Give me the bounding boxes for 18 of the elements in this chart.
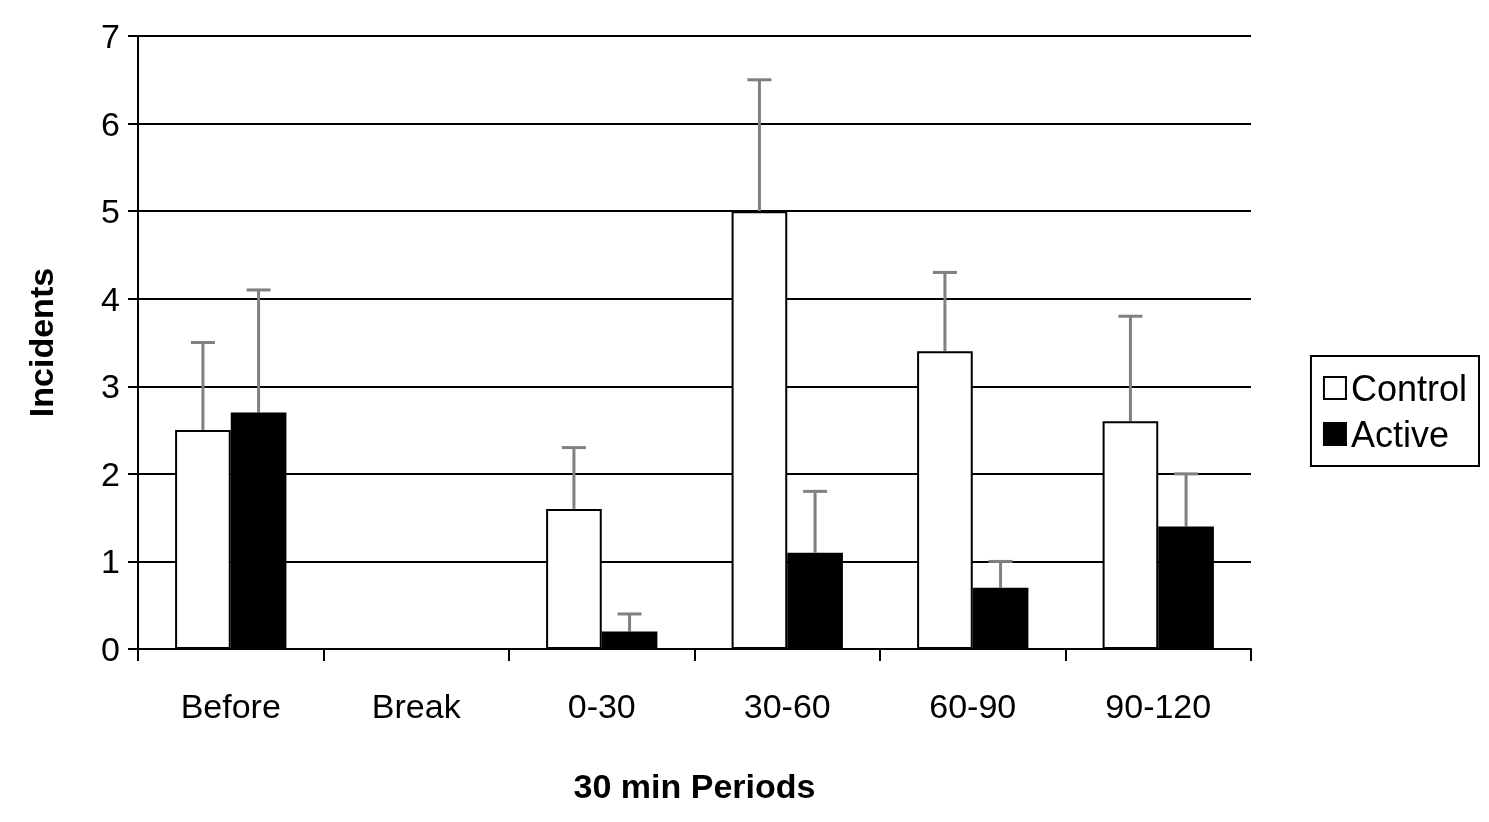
- y-tick-label: 1: [101, 542, 120, 581]
- x-axis-title: 30 min Periods: [573, 767, 816, 805]
- y-tick-label: 2: [101, 454, 120, 493]
- y-tick-label: 4: [101, 279, 120, 318]
- legend-label: Control: [1350, 367, 1468, 409]
- x-tick-label: 0-30: [567, 687, 636, 725]
- x-tick-label: 90-120: [1105, 687, 1212, 725]
- x-tick-label: 30-60: [743, 687, 831, 725]
- x-tick-label: 60-90: [929, 687, 1017, 725]
- legend-label: Active: [1350, 413, 1449, 455]
- x-tick-label: Break: [371, 687, 462, 725]
- y-tick-label: 6: [101, 104, 120, 143]
- y-tick-label: 7: [101, 17, 120, 55]
- y-axis-title: Incidents: [22, 267, 60, 418]
- y-tick-label: 3: [101, 367, 120, 406]
- y-tick-label: 0: [101, 630, 120, 668]
- x-tick-label: Before: [180, 687, 281, 725]
- y-tick-label: 5: [101, 192, 120, 231]
